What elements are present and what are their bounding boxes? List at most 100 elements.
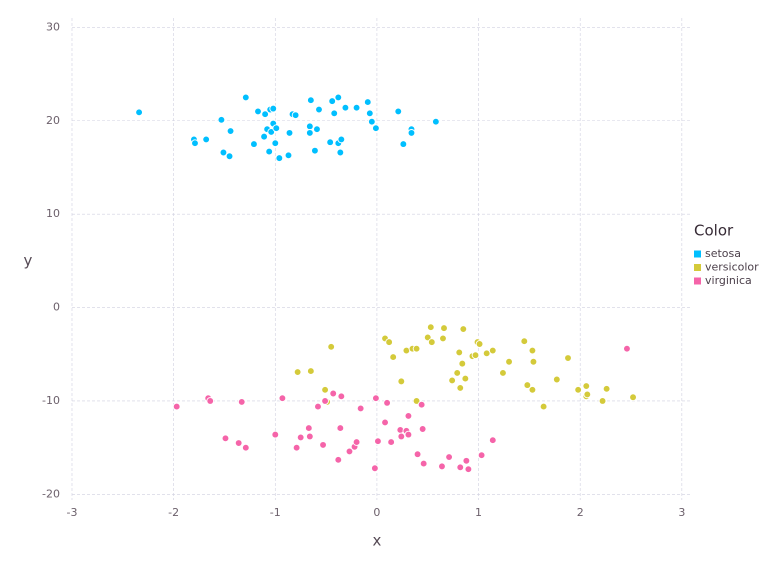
point bbox=[397, 377, 406, 386]
point bbox=[439, 334, 447, 343]
point bbox=[488, 346, 497, 355]
point bbox=[271, 430, 280, 439]
point bbox=[356, 404, 365, 413]
point bbox=[445, 453, 453, 461]
point bbox=[426, 323, 435, 332]
x-tick-label: 1 bbox=[475, 506, 482, 519]
point bbox=[456, 463, 465, 472]
point bbox=[413, 450, 422, 459]
point bbox=[337, 392, 346, 401]
point bbox=[363, 98, 372, 106]
point bbox=[284, 151, 293, 160]
point bbox=[462, 456, 471, 465]
y-tick-label: 10 bbox=[46, 207, 60, 220]
point bbox=[336, 148, 345, 157]
point bbox=[419, 459, 428, 468]
legend-label: virginica bbox=[705, 274, 752, 287]
point bbox=[528, 385, 537, 394]
point bbox=[471, 351, 480, 360]
point bbox=[385, 338, 393, 346]
point bbox=[427, 338, 436, 346]
point bbox=[583, 390, 592, 399]
point bbox=[404, 412, 413, 420]
legend-label: setosa bbox=[705, 247, 741, 260]
point bbox=[296, 433, 305, 442]
x-tick-label: -3 bbox=[67, 506, 78, 519]
y-tick-label: -20 bbox=[42, 487, 60, 500]
point bbox=[265, 147, 274, 156]
point bbox=[334, 455, 343, 464]
point bbox=[371, 464, 379, 473]
point bbox=[285, 129, 294, 137]
point bbox=[520, 337, 529, 346]
point bbox=[381, 418, 389, 427]
point bbox=[226, 127, 235, 135]
point bbox=[314, 402, 322, 411]
point bbox=[305, 122, 314, 131]
point bbox=[241, 93, 250, 102]
point bbox=[383, 399, 391, 407]
point bbox=[313, 125, 321, 134]
point bbox=[397, 432, 406, 441]
point bbox=[440, 324, 448, 332]
point bbox=[219, 148, 228, 157]
point bbox=[464, 465, 473, 474]
legend-swatch bbox=[694, 250, 701, 258]
x-tick-label: -2 bbox=[168, 506, 179, 519]
point bbox=[315, 105, 323, 114]
point bbox=[453, 369, 462, 377]
point bbox=[539, 402, 548, 411]
point bbox=[459, 325, 468, 333]
point bbox=[293, 368, 302, 376]
x-tick-label: 2 bbox=[577, 506, 584, 519]
y-tick-label: 30 bbox=[46, 20, 60, 33]
point bbox=[404, 430, 413, 439]
point bbox=[135, 108, 143, 117]
point bbox=[352, 103, 361, 112]
point bbox=[267, 128, 276, 136]
point bbox=[399, 140, 408, 148]
point bbox=[387, 438, 395, 446]
point bbox=[321, 385, 329, 394]
point bbox=[407, 129, 416, 137]
point bbox=[345, 447, 354, 456]
point bbox=[623, 344, 631, 353]
y-tick-label: 20 bbox=[46, 114, 60, 127]
point bbox=[488, 436, 497, 445]
point bbox=[172, 402, 181, 411]
point bbox=[367, 117, 376, 126]
point bbox=[448, 376, 456, 385]
x-tick-label: 0 bbox=[373, 506, 380, 519]
point bbox=[412, 397, 421, 405]
point bbox=[311, 146, 319, 155]
point bbox=[305, 432, 314, 441]
point bbox=[330, 109, 339, 118]
point bbox=[304, 424, 313, 432]
point bbox=[261, 110, 269, 119]
point bbox=[291, 111, 300, 119]
point bbox=[417, 400, 426, 409]
point bbox=[326, 138, 335, 147]
point bbox=[202, 135, 211, 144]
legend-swatch bbox=[694, 264, 701, 271]
point bbox=[319, 441, 327, 449]
point bbox=[307, 367, 315, 375]
point bbox=[458, 359, 467, 368]
point bbox=[374, 437, 382, 446]
y-tick-label: -10 bbox=[42, 394, 60, 407]
point bbox=[234, 439, 243, 447]
point bbox=[629, 393, 637, 402]
legend-swatch bbox=[694, 277, 701, 285]
point bbox=[598, 397, 607, 405]
point bbox=[528, 346, 537, 355]
point bbox=[341, 103, 350, 112]
point bbox=[552, 375, 561, 384]
point bbox=[237, 398, 246, 406]
point bbox=[278, 394, 287, 403]
point bbox=[254, 107, 262, 116]
point bbox=[461, 374, 470, 383]
point bbox=[305, 129, 314, 137]
point bbox=[438, 462, 446, 471]
point bbox=[582, 382, 591, 390]
